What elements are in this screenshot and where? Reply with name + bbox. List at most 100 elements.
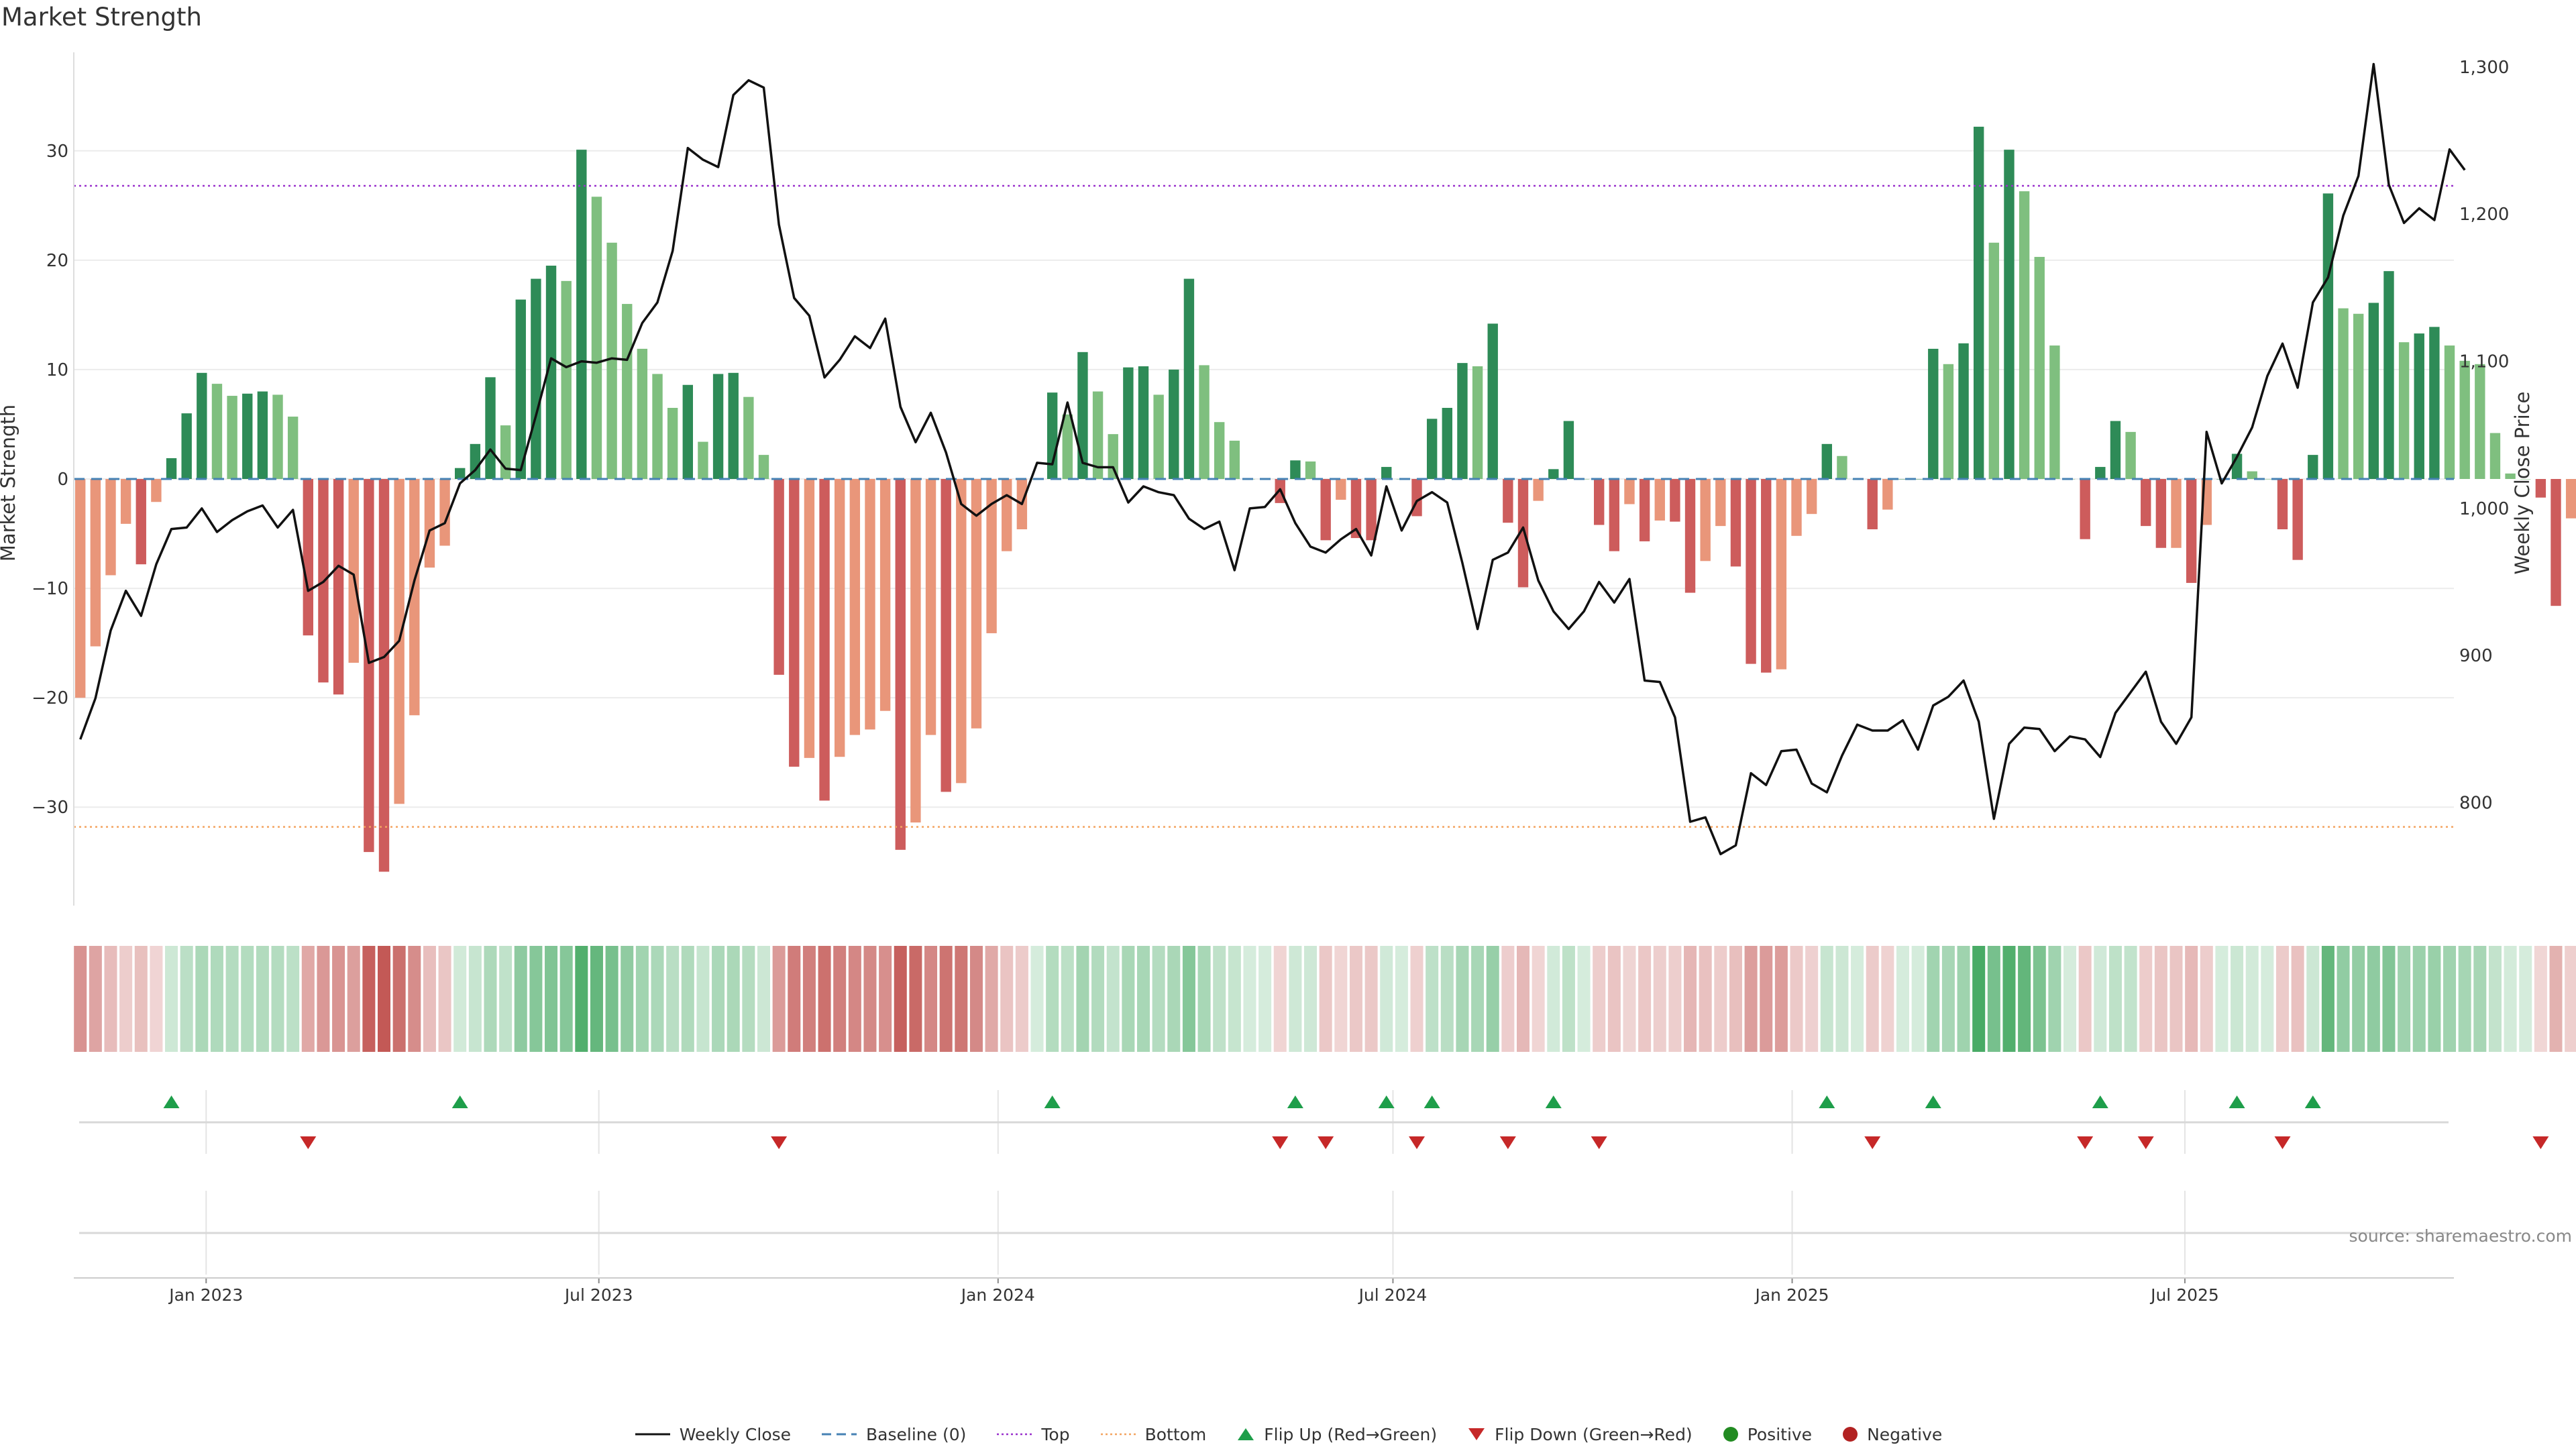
- x-tick-label: Jul 2024: [1358, 1285, 1428, 1305]
- flip-down-marker: [2274, 1136, 2291, 1149]
- strength-bar: [136, 479, 146, 565]
- strength-bar: [333, 479, 344, 695]
- strength-bar: [1988, 242, 2000, 479]
- strength-bar: [2247, 471, 2257, 479]
- heat-cell: [317, 946, 330, 1052]
- heat-cell: [1106, 946, 1120, 1052]
- heat-cell: [2169, 946, 2183, 1052]
- left-axis-label: Market Strength: [0, 405, 19, 561]
- heat-cell: [2048, 946, 2061, 1052]
- y-tick-label-right: 1,300: [2459, 58, 2509, 78]
- heat-cell: [1273, 946, 1287, 1052]
- heat-cell: [924, 946, 938, 1052]
- strength-bar: [1077, 352, 1088, 479]
- strength-bar: [971, 479, 982, 729]
- heat-cell: [1653, 946, 1666, 1052]
- chart-title: Market Strength: [1, 3, 202, 32]
- strength-bar: [1108, 434, 1118, 479]
- heat-cell: [74, 946, 87, 1052]
- heat-cell: [2124, 946, 2137, 1052]
- heat-cell: [347, 946, 360, 1052]
- bottom-swatch: [1100, 1433, 1136, 1436]
- heat-cell: [1729, 946, 1742, 1052]
- strength-bar: [925, 479, 936, 735]
- heat-cell: [833, 946, 847, 1052]
- strength-bar: [652, 374, 663, 479]
- strength-bar: [1457, 363, 1468, 479]
- legend-negative: Negative: [1841, 1425, 1942, 1444]
- strength-bar: [682, 384, 693, 479]
- y-tick-label-left: 0: [57, 470, 68, 490]
- heat-cell: [2078, 946, 2092, 1052]
- flip-down-marker: [2137, 1136, 2154, 1149]
- heat-cell: [757, 946, 771, 1052]
- heat-cell: [529, 946, 543, 1052]
- strength-bar: [2110, 421, 2121, 479]
- heat-cell: [484, 946, 497, 1052]
- heat-cell: [1486, 946, 1499, 1052]
- heat-cell: [195, 946, 209, 1052]
- heat-cell: [894, 946, 907, 1052]
- strength-bar: [1229, 440, 1240, 479]
- strength-bar: [1563, 421, 1574, 479]
- heat-cell: [1516, 946, 1530, 1052]
- axes-layer: −30 −20 −10 0 10 20 30 800 900 1,000 1,100 1,200 1,3…: [32, 52, 2509, 1305]
- y-tick-label-left: 30: [46, 142, 68, 162]
- positive-dot-icon: [1723, 1427, 1738, 1442]
- heat-cell: [1091, 946, 1105, 1052]
- strength-bar: [1943, 364, 1954, 479]
- flip-down-marker: [771, 1136, 788, 1149]
- heat-cell: [879, 946, 892, 1052]
- y-tick-label-left: 10: [46, 360, 68, 380]
- heat-cell: [2154, 946, 2167, 1052]
- strength-bar: [500, 425, 511, 479]
- strength-bar: [941, 479, 951, 792]
- strength-bar: [2459, 360, 2470, 479]
- heat-cell: [1699, 946, 1712, 1052]
- flip-up-marker: [1925, 1095, 1941, 1108]
- legend-positive-label: Positive: [1747, 1424, 1813, 1444]
- strength-bar: [819, 479, 830, 801]
- heat-cell: [575, 946, 588, 1052]
- heat-cell: [1638, 946, 1652, 1052]
- legend: Weekly Close Baseline (0) Top Bottom Fli…: [0, 1419, 2576, 1449]
- flip-up-marker: [1545, 1095, 1562, 1108]
- strength-bar: [2019, 191, 2030, 479]
- heat-cell: [1243, 946, 1256, 1052]
- heat-cell: [1456, 946, 1469, 1052]
- strength-bar: [2141, 479, 2151, 527]
- strength-bar: [120, 479, 131, 524]
- strength-bar: [2049, 345, 2060, 479]
- strength-bar: [1062, 414, 1073, 479]
- heat-cell: [1911, 946, 1925, 1052]
- strength-bar: [2353, 313, 2364, 479]
- strength-bar: [1214, 422, 1225, 479]
- heat-cell: [727, 946, 740, 1052]
- heat-cell: [1577, 946, 1591, 1052]
- heat-cell: [2412, 946, 2426, 1052]
- legend-flip-up: Flip Up (Red→Green): [1236, 1425, 1437, 1444]
- strength-bar: [2125, 431, 2136, 479]
- heat-cell: [1228, 946, 1241, 1052]
- strength-bar: [698, 441, 708, 479]
- legend-flip-up-label: Flip Up (Red→Green): [1264, 1424, 1438, 1444]
- strength-bar: [1472, 366, 1483, 479]
- strength-bar: [758, 455, 769, 479]
- heat-cell: [2549, 946, 2563, 1052]
- strength-bar: [1867, 479, 1878, 530]
- strength-bar: [1670, 479, 1680, 522]
- strength-bar: [1426, 419, 1438, 479]
- legend-weekly-close: Weekly Close: [634, 1425, 791, 1444]
- heat-cell: [1820, 946, 1833, 1052]
- strength-bar: [2429, 327, 2440, 479]
- y-tick-label-left: −20: [32, 688, 68, 708]
- flip-up-marker: [2304, 1095, 2321, 1108]
- strength-bar: [424, 479, 435, 568]
- strength-bar: [409, 479, 420, 716]
- heat-cell: [1623, 946, 1636, 1052]
- heat-cell: [1790, 946, 1803, 1052]
- heat-cell: [1395, 946, 1408, 1052]
- heat-cell: [802, 946, 816, 1052]
- right-axis-label: Weekly Close Price: [2511, 392, 2534, 575]
- strength-bar: [1169, 369, 1179, 479]
